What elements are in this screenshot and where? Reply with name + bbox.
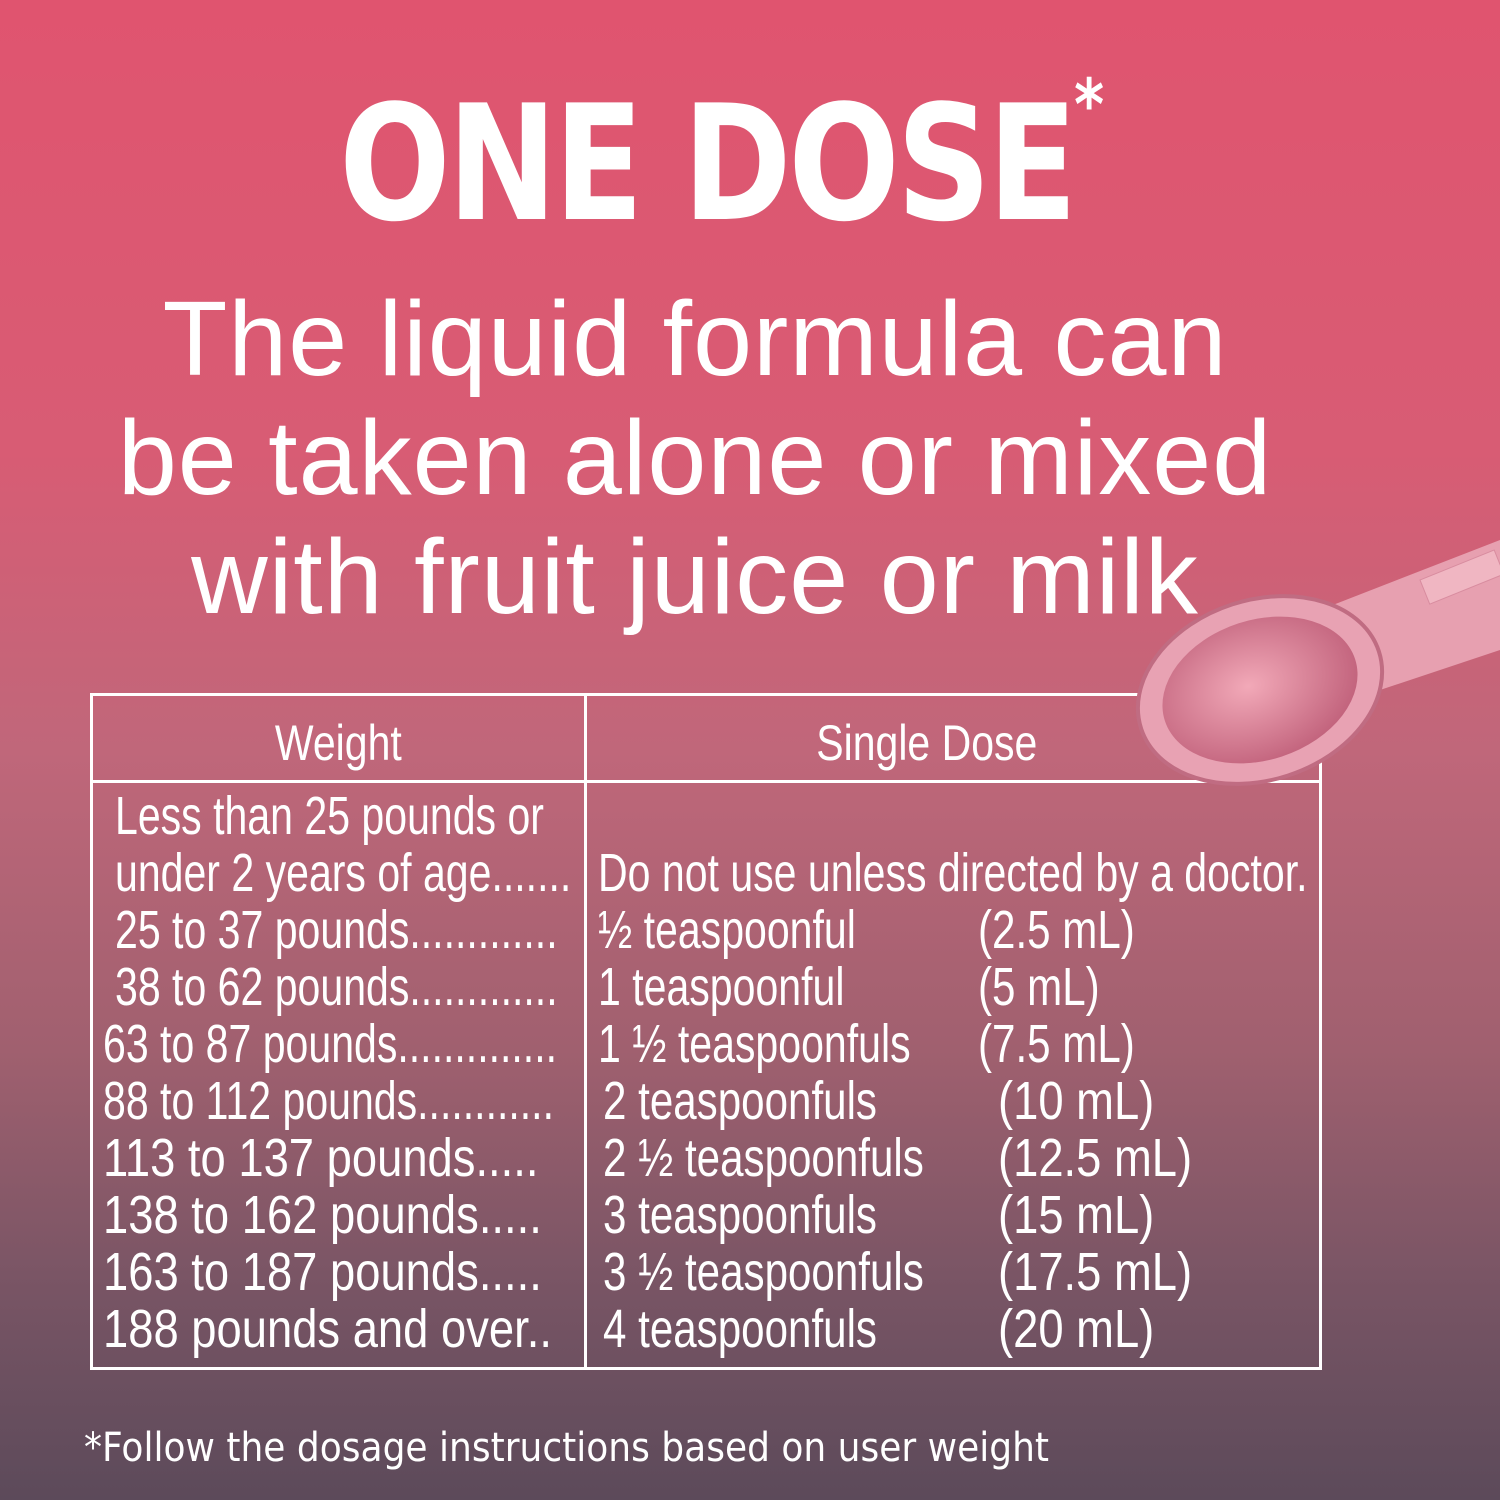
- table-row: 88 to 112 pounds............ 2 teaspoonfu…: [93, 1073, 1319, 1130]
- column-divider: [584, 696, 587, 1367]
- weight-cell: under 2 years of age.......: [115, 843, 572, 903]
- ml-cell: (10 mL): [998, 1071, 1155, 1131]
- ml-cell: (2.5 mL): [978, 900, 1135, 960]
- table-row: under 2 years of age....... Do not use un…: [93, 845, 1319, 902]
- weight-cell: 188 pounds and over..: [103, 1299, 552, 1359]
- weight-cell: 163 to 187 pounds.....: [103, 1242, 542, 1302]
- footnote: *Follow the dosage instructions based on…: [84, 1425, 1050, 1471]
- dose-cell: 3 ½ teaspoonfuls: [603, 1242, 924, 1302]
- title-text: ONE DOSE: [339, 70, 1077, 257]
- headline-title: ONE DOSE*: [130, 64, 1311, 257]
- weight-cell: 38 to 62 pounds.............: [115, 957, 558, 1017]
- ml-cell: (12.5 mL): [998, 1128, 1193, 1188]
- dose-cell: Do not use unless directed by a doctor.: [598, 843, 1308, 903]
- table-row: 25 to 37 pounds............. ½ teaspoonfu…: [93, 902, 1319, 959]
- subtitle-line: with fruit juice or milk: [191, 518, 1199, 636]
- table-row: 138 to 162 pounds..... 3 teaspoonfuls (15 …: [93, 1187, 1319, 1244]
- table-row: 63 to 87 pounds.............. 1 ½ teaspoo…: [93, 1016, 1319, 1073]
- subtitle-line: The liquid formula can: [162, 280, 1228, 398]
- weight-cell: 138 to 162 pounds.....: [103, 1185, 542, 1245]
- header-weight-text: Weight: [275, 715, 402, 771]
- title-asterisk: *: [1074, 64, 1104, 146]
- ml-cell: (17.5 mL): [998, 1242, 1193, 1302]
- headline-subtitle: The liquid formula can be taken alone or…: [0, 280, 1390, 637]
- dosage-table: Weight Single Dose Less than 25 pounds o…: [90, 693, 1322, 1370]
- header-dose-text: Single Dose: [816, 715, 1038, 771]
- weight-cell: Less than 25 pounds or: [115, 786, 544, 846]
- ml-cell: (20 mL): [998, 1299, 1155, 1359]
- header-single-dose: Single Dose: [587, 714, 1267, 772]
- table-row: 38 to 62 pounds............. 1 teaspoonfu…: [93, 959, 1319, 1016]
- dose-cell: 4 teaspoonfuls: [603, 1299, 877, 1359]
- dose-cell: 2 ½ teaspoonfuls: [603, 1128, 924, 1188]
- measuring-spoon-icon: [1135, 540, 1500, 786]
- table-row: Less than 25 pounds or: [93, 788, 1319, 845]
- subtitle-line: be taken alone or mixed: [117, 399, 1273, 517]
- table-row: 163 to 187 pounds..... 3 ½ teaspoonfuls (1…: [93, 1244, 1319, 1301]
- table-row: 113 to 137 pounds..... 2 ½ teaspoonfuls (1…: [93, 1130, 1319, 1187]
- ml-cell: (7.5 mL): [978, 1014, 1135, 1074]
- weight-cell: 63 to 87 pounds..............: [103, 1014, 558, 1074]
- table-header: Weight Single Dose: [93, 696, 1319, 783]
- dose-cell: 1 ½ teaspoonfuls: [598, 1014, 911, 1074]
- dose-cell: 1 teaspoonful: [598, 957, 845, 1017]
- weight-cell: 113 to 137 pounds.....: [103, 1128, 539, 1188]
- dose-cell: ½ teaspoonful: [598, 900, 856, 960]
- weight-cell: 88 to 112 pounds............: [103, 1071, 554, 1131]
- ml-cell: (5 mL): [978, 957, 1100, 1017]
- weight-cell: 25 to 37 pounds.............: [115, 900, 558, 960]
- table-row: 188 pounds and over.. 4 teaspoonfuls (20 m…: [93, 1301, 1319, 1358]
- ml-cell: (15 mL): [998, 1185, 1155, 1245]
- dose-cell: 3 teaspoonfuls: [603, 1185, 877, 1245]
- dose-cell: 2 teaspoonfuls: [603, 1071, 877, 1131]
- header-weight: Weight: [93, 714, 584, 772]
